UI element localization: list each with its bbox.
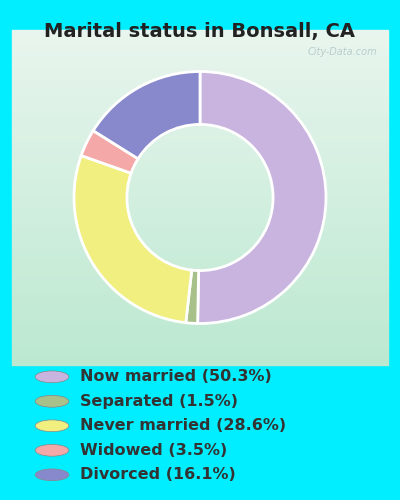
Bar xyxy=(12,80,388,86)
Bar xyxy=(12,180,388,186)
Circle shape xyxy=(35,396,69,407)
Bar xyxy=(12,30,388,36)
Bar xyxy=(12,153,388,158)
Bar xyxy=(12,248,388,254)
Bar xyxy=(12,41,388,46)
Bar xyxy=(12,354,388,360)
Bar xyxy=(12,242,388,248)
Bar xyxy=(12,304,388,309)
Wedge shape xyxy=(93,72,200,158)
Bar xyxy=(12,292,388,298)
Bar xyxy=(12,136,388,141)
Bar xyxy=(12,287,388,292)
Bar xyxy=(12,164,388,170)
Bar xyxy=(12,264,388,270)
Bar xyxy=(12,102,388,108)
Bar xyxy=(12,226,388,231)
Circle shape xyxy=(35,444,69,456)
Bar xyxy=(12,64,388,69)
Circle shape xyxy=(35,371,69,382)
Text: City-Data.com: City-Data.com xyxy=(307,46,377,56)
Bar xyxy=(12,170,388,175)
Text: Separated (1.5%): Separated (1.5%) xyxy=(80,394,238,409)
Bar xyxy=(12,259,388,264)
Bar xyxy=(12,130,388,136)
Bar xyxy=(12,270,388,276)
Bar xyxy=(12,108,388,114)
Bar xyxy=(12,360,388,365)
Bar xyxy=(12,337,388,342)
Bar xyxy=(12,281,388,287)
Bar xyxy=(12,58,388,64)
Bar xyxy=(12,203,388,208)
Bar xyxy=(12,86,388,92)
Bar xyxy=(12,69,388,74)
Bar xyxy=(12,46,388,52)
Bar xyxy=(12,97,388,102)
Bar xyxy=(12,298,388,304)
Bar xyxy=(12,309,388,315)
Bar xyxy=(12,175,388,180)
Bar xyxy=(12,208,388,214)
Bar xyxy=(12,231,388,236)
Bar xyxy=(12,142,388,147)
Circle shape xyxy=(35,420,69,432)
Bar xyxy=(12,125,388,130)
Bar xyxy=(12,276,388,281)
Wedge shape xyxy=(74,156,192,322)
Text: Divorced (16.1%): Divorced (16.1%) xyxy=(80,468,236,482)
Bar xyxy=(12,332,388,337)
Circle shape xyxy=(35,469,69,480)
Wedge shape xyxy=(198,72,326,324)
Bar xyxy=(12,198,388,203)
Wedge shape xyxy=(81,130,138,173)
Bar xyxy=(12,320,388,326)
Text: Widowed (3.5%): Widowed (3.5%) xyxy=(80,443,227,458)
Bar xyxy=(12,52,388,58)
Bar xyxy=(12,342,388,348)
Bar xyxy=(12,92,388,97)
Bar xyxy=(12,74,388,80)
Text: Never married (28.6%): Never married (28.6%) xyxy=(80,418,286,434)
Wedge shape xyxy=(186,270,199,324)
Bar xyxy=(12,326,388,332)
Bar xyxy=(12,114,388,119)
Bar xyxy=(12,254,388,259)
Text: Now married (50.3%): Now married (50.3%) xyxy=(80,370,272,384)
Bar xyxy=(12,147,388,153)
Bar xyxy=(12,236,388,242)
Bar xyxy=(12,158,388,164)
Bar xyxy=(12,36,388,41)
Bar xyxy=(12,214,388,220)
Bar xyxy=(12,315,388,320)
Bar xyxy=(12,186,388,192)
Bar xyxy=(12,192,388,198)
Bar xyxy=(12,120,388,125)
Bar xyxy=(12,220,388,226)
Bar xyxy=(12,348,388,354)
Text: Marital status in Bonsall, CA: Marital status in Bonsall, CA xyxy=(44,22,356,42)
